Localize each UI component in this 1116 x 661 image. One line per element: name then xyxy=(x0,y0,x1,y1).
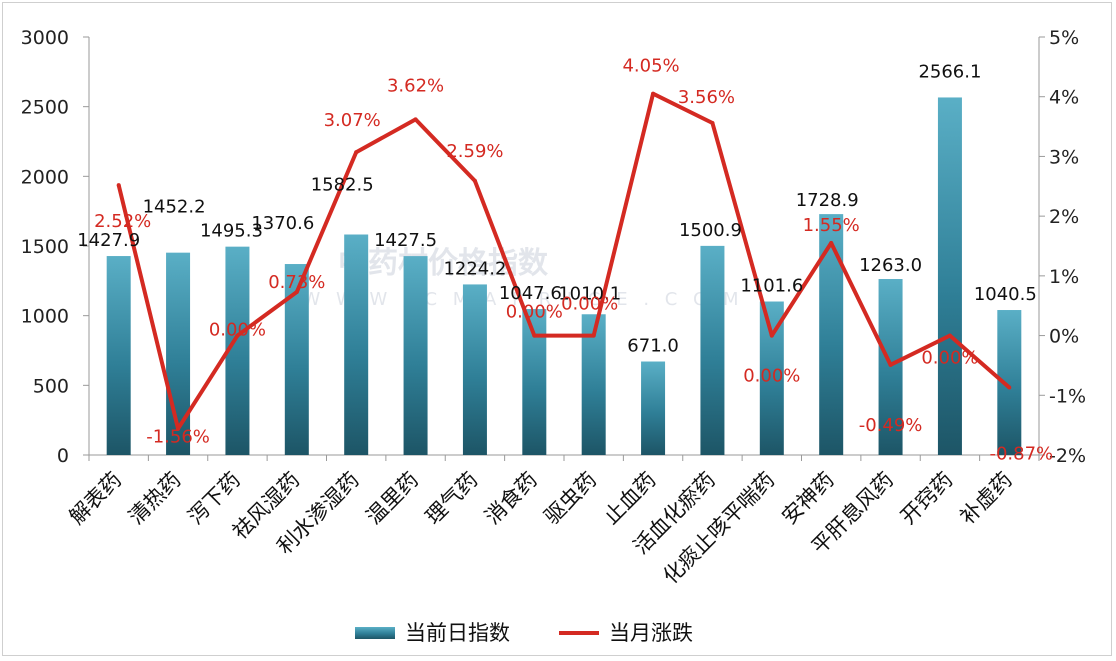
category-label-16: 补虚药 xyxy=(955,468,1017,530)
category-label-8: 消食药 xyxy=(480,468,542,530)
line-point-4 xyxy=(294,289,299,294)
line-point-10 xyxy=(651,91,656,96)
legend: 当前日指数 当月涨跌 xyxy=(355,621,693,645)
line-point-15 xyxy=(947,333,952,338)
legend-label-line: 当月涨跌 xyxy=(609,621,693,645)
pct-label-7: 2.59% xyxy=(446,141,503,162)
category-labels: 解表药清热药泻下药祛风湿药利水渗湿药温里药理气药消食药驱虫药止血药活血化瘀药化痰… xyxy=(65,468,1017,589)
pct-label-12: 0.00% xyxy=(743,366,800,387)
y-left-tick-label: 1000 xyxy=(21,306,69,328)
y-left-tick-label: 0 xyxy=(57,445,69,467)
watermark-text: 中药材价格指数 xyxy=(338,246,549,281)
bar-5 xyxy=(344,234,369,455)
bar-value-label-13: 1728.9 xyxy=(796,190,859,211)
bar-value-label-15: 2566.1 xyxy=(918,61,981,82)
bar-series xyxy=(106,97,1022,456)
bar-value-label-16: 1040.5 xyxy=(974,284,1037,305)
y-right-tick-label: 1% xyxy=(1049,266,1079,288)
bar-value-label-11: 1500.9 xyxy=(679,220,742,241)
chart-axes: 0 500 1000 1500 2000 2500 3000 -2% -1% 0% 1% 2% 3% 4%… xyxy=(21,27,1086,467)
y-right-tick-label: 3% xyxy=(1049,146,1079,168)
pct-label-4: 0.73% xyxy=(268,272,325,293)
bar-value-label-5: 1582.5 xyxy=(311,175,374,196)
line-point-3 xyxy=(235,333,240,338)
bar-6 xyxy=(403,256,428,455)
bar-9 xyxy=(581,314,606,455)
line-point-14 xyxy=(888,362,893,367)
y-left-tick-label: 1500 xyxy=(21,236,69,258)
line-point-1 xyxy=(116,183,121,188)
y-right-tick-label: 2% xyxy=(1049,206,1079,228)
pct-label-10: 4.05% xyxy=(622,56,679,77)
pct-label-14: -0.49% xyxy=(859,415,923,436)
bar-11 xyxy=(700,245,725,455)
bar-value-label-3: 1495.3 xyxy=(200,221,263,242)
line-point-11 xyxy=(710,120,715,125)
pct-label-8: 0.00% xyxy=(506,302,563,323)
y-left-tick-label: 2500 xyxy=(21,97,69,119)
category-label-7: 理气药 xyxy=(421,468,483,530)
bar-15 xyxy=(937,97,962,456)
pct-label-1: 2.52% xyxy=(94,211,151,232)
bar-value-label-6: 1427.5 xyxy=(374,230,437,251)
legend-swatch-bar xyxy=(355,627,395,639)
pct-label-15: 0.00% xyxy=(921,348,978,369)
pct-label-6: 3.62% xyxy=(387,75,444,96)
chart-canvas: 中药材价格指数 W W W . C M A P R I C E . C O M … xyxy=(21,27,1086,645)
pct-label-9: 0.00% xyxy=(561,294,618,315)
y-right-tick-label: 0% xyxy=(1049,326,1079,348)
bar-10 xyxy=(641,361,666,455)
line-point-7 xyxy=(472,178,477,183)
line-point-13 xyxy=(829,241,834,246)
category-label-2: 清热药 xyxy=(124,468,186,530)
line-point-9 xyxy=(591,333,596,338)
bar-value-label-9: 1010.1 xyxy=(558,283,621,304)
y-left-tick-label: 500 xyxy=(33,375,69,397)
category-label-1: 解表药 xyxy=(65,468,127,530)
line-point-16 xyxy=(1007,385,1012,390)
bar-14 xyxy=(878,279,903,455)
category-label-6: 温里药 xyxy=(362,468,424,530)
line-point-8 xyxy=(532,333,537,338)
bar-value-label-14: 1263.0 xyxy=(859,255,922,276)
pct-label-5: 3.07% xyxy=(324,110,381,131)
pct-label-16: -0.87% xyxy=(989,444,1053,465)
line-point-12 xyxy=(769,333,774,338)
category-label-15: 开窍药 xyxy=(896,468,958,530)
y-right-tick-label: 5% xyxy=(1049,27,1079,49)
bar-12 xyxy=(759,301,784,455)
bar-13 xyxy=(819,214,844,455)
bar-value-label-7: 1224.2 xyxy=(443,258,506,279)
bar-1 xyxy=(106,256,131,455)
pct-label-3: 0.00% xyxy=(209,320,266,341)
line-point-6 xyxy=(413,117,418,122)
y-left-tick-label: 2000 xyxy=(21,166,69,188)
bar-value-label-10: 671.0 xyxy=(627,336,679,357)
category-label-9: 驱虫药 xyxy=(540,468,602,530)
line-point-5 xyxy=(354,150,359,155)
pct-label-11: 3.56% xyxy=(678,87,735,108)
pct-label-13: 1.55% xyxy=(803,215,860,236)
bar-7 xyxy=(462,284,487,455)
bar-value-label-8: 1047.6 xyxy=(499,283,562,304)
y-left-tick-label: 3000 xyxy=(21,27,69,49)
pct-label-2: -1.56% xyxy=(146,427,210,448)
bar-value-label-4: 1370.6 xyxy=(251,213,314,234)
category-label-12: 化痰止咳平喘药 xyxy=(658,468,779,589)
y-right-tick-label: -2% xyxy=(1049,445,1086,467)
line-point-2 xyxy=(176,426,181,431)
bar-value-label-1: 1427.9 xyxy=(77,230,140,251)
line-series xyxy=(116,91,1012,431)
y-right-tick-label: -1% xyxy=(1049,385,1086,407)
line-path xyxy=(116,91,1011,431)
legend-label-bar: 当前日指数 xyxy=(405,621,510,645)
bar-value-label-2: 1452.2 xyxy=(143,197,206,218)
bar-value-label-12: 1101.6 xyxy=(740,276,803,297)
y-right-tick-label: 4% xyxy=(1049,87,1079,109)
